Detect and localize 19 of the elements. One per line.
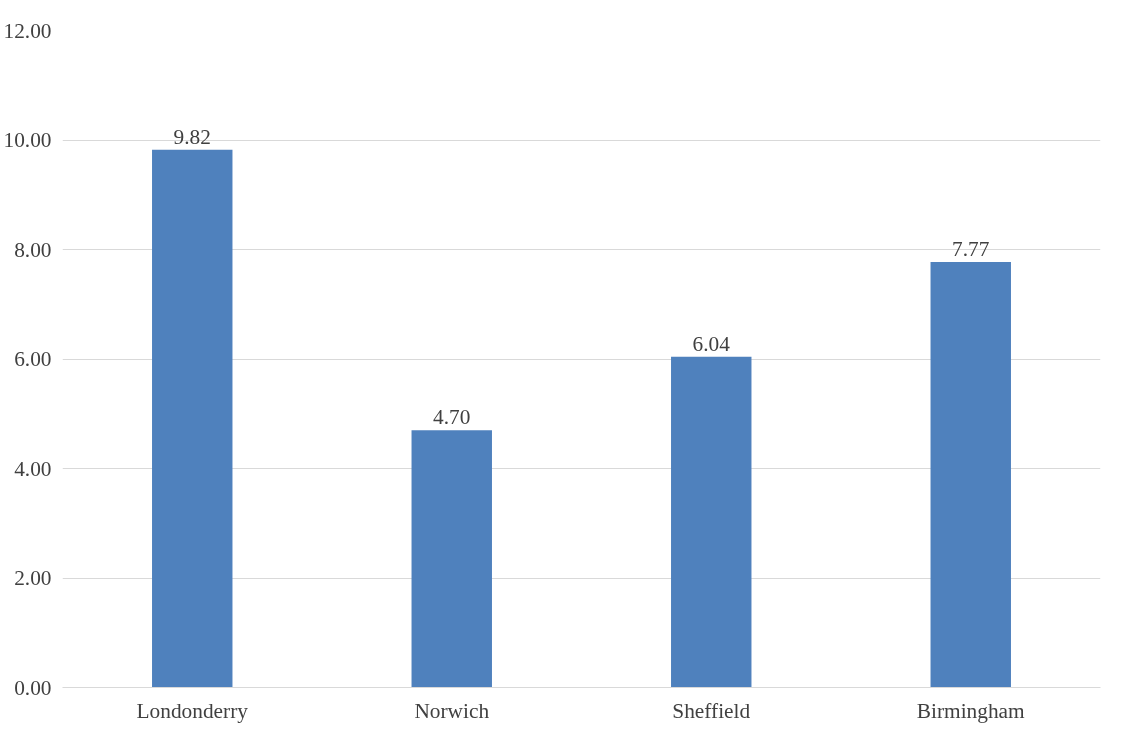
x-tick-label: Sheffield: [672, 698, 751, 723]
y-tick-label: 4.00: [14, 456, 52, 481]
x-tick-label: Londonderry: [136, 698, 249, 723]
x-tick-label: Birmingham: [916, 698, 1026, 723]
data-label: 7.77: [952, 237, 990, 262]
data-label: 6.04: [692, 331, 731, 356]
y-tick-label: 2.00: [14, 566, 52, 590]
data-label: 9.82: [173, 124, 211, 149]
y-tick-label: 8.00: [14, 237, 52, 262]
data-label: 4.70: [433, 405, 471, 430]
y-tick-label: 10.00: [3, 128, 52, 152]
x-tick-label: Norwich: [414, 698, 490, 723]
y-tick-label: 12.00: [3, 18, 52, 43]
y-tick-label: 0.00: [14, 675, 52, 700]
bar: [411, 430, 492, 688]
bar: [671, 356, 752, 688]
bar: [152, 149, 233, 688]
y-tick-label: 6.00: [14, 347, 52, 371]
bar: [930, 262, 1011, 688]
